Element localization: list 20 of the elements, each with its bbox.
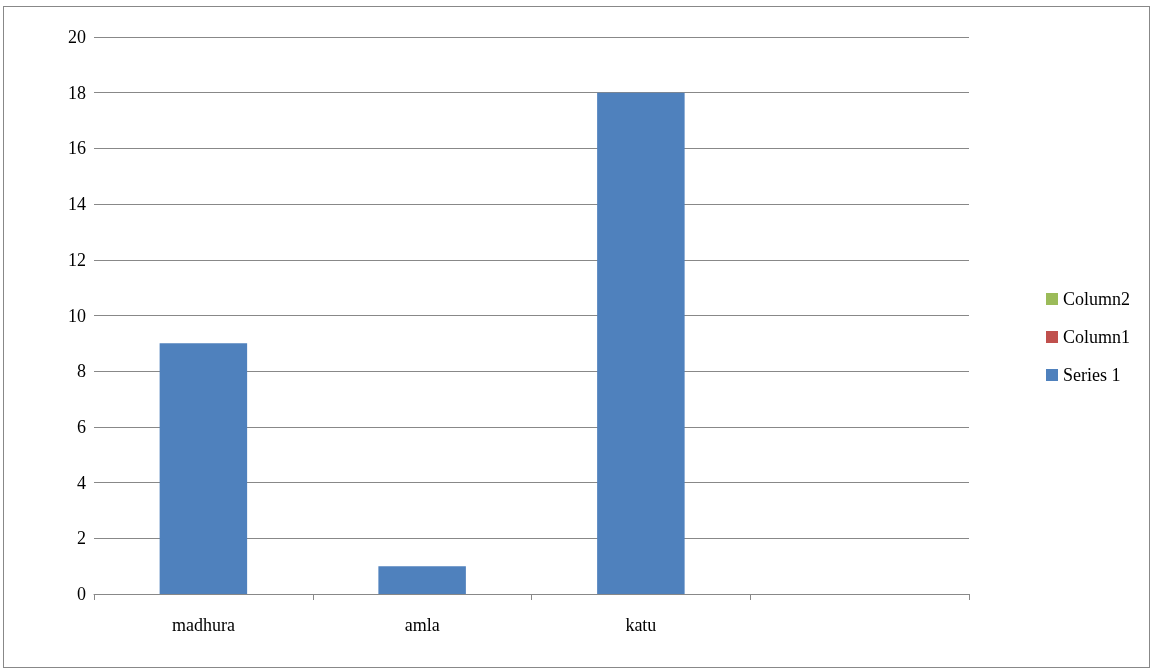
x-tick-label: madhura xyxy=(171,615,235,635)
y-tick-label: 12 xyxy=(68,249,86,270)
legend-label: Series 1 xyxy=(1062,365,1121,385)
y-tick-label: 18 xyxy=(68,82,86,103)
legend-label: Column1 xyxy=(1062,327,1131,347)
x-tick-label: katu xyxy=(625,615,657,635)
y-tick-label: 16 xyxy=(68,138,86,159)
y-tick-label: 8 xyxy=(77,361,86,382)
bar xyxy=(378,566,466,594)
y-tick-label: 10 xyxy=(68,305,86,326)
y-tick-label: 2 xyxy=(77,528,86,549)
y-tick-label: 4 xyxy=(77,472,86,493)
y-tick-label: 14 xyxy=(68,194,86,215)
legend-label: Column2 xyxy=(1062,289,1131,309)
y-tick-label: 0 xyxy=(77,584,86,604)
y-tick-label: 20 xyxy=(68,27,86,47)
bar xyxy=(159,343,248,594)
y-tick-label: 6 xyxy=(77,416,86,437)
bar xyxy=(597,92,685,594)
x-tick-label: amla xyxy=(404,615,440,635)
